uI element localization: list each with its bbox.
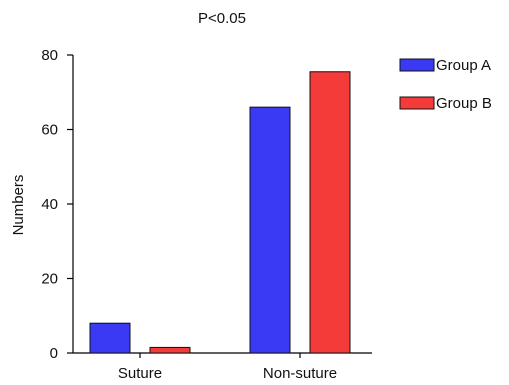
bars bbox=[89, 71, 351, 354]
bar-group-b-non-suture bbox=[309, 71, 351, 354]
chart-title: P<0.05 bbox=[198, 10, 246, 27]
y-tick-label: 20 bbox=[41, 271, 58, 288]
y-axis-label: Numbers bbox=[10, 175, 27, 236]
bar-group-a-suture bbox=[89, 322, 131, 354]
legend-swatch bbox=[399, 58, 435, 72]
y-tick-label: 0 bbox=[50, 345, 58, 362]
x-tick-label: Non-suture bbox=[263, 365, 337, 382]
legend-label: Group A bbox=[436, 57, 491, 74]
bar-group-a-non-suture bbox=[249, 106, 291, 354]
y-tick-label: 80 bbox=[41, 47, 58, 64]
x-tick-label: Suture bbox=[118, 365, 162, 382]
legend-swatch bbox=[399, 96, 435, 110]
bar-group-b-suture bbox=[149, 346, 191, 354]
legend-label: Group B bbox=[436, 95, 492, 112]
legend: Group A Group B bbox=[399, 57, 492, 112]
y-tick-label: 40 bbox=[41, 196, 58, 213]
x-axis-ticks: Suture Non-suture bbox=[118, 353, 337, 382]
y-tick-label: 60 bbox=[41, 122, 58, 139]
y-axis-ticks: 0 20 40 60 80 bbox=[41, 47, 73, 362]
